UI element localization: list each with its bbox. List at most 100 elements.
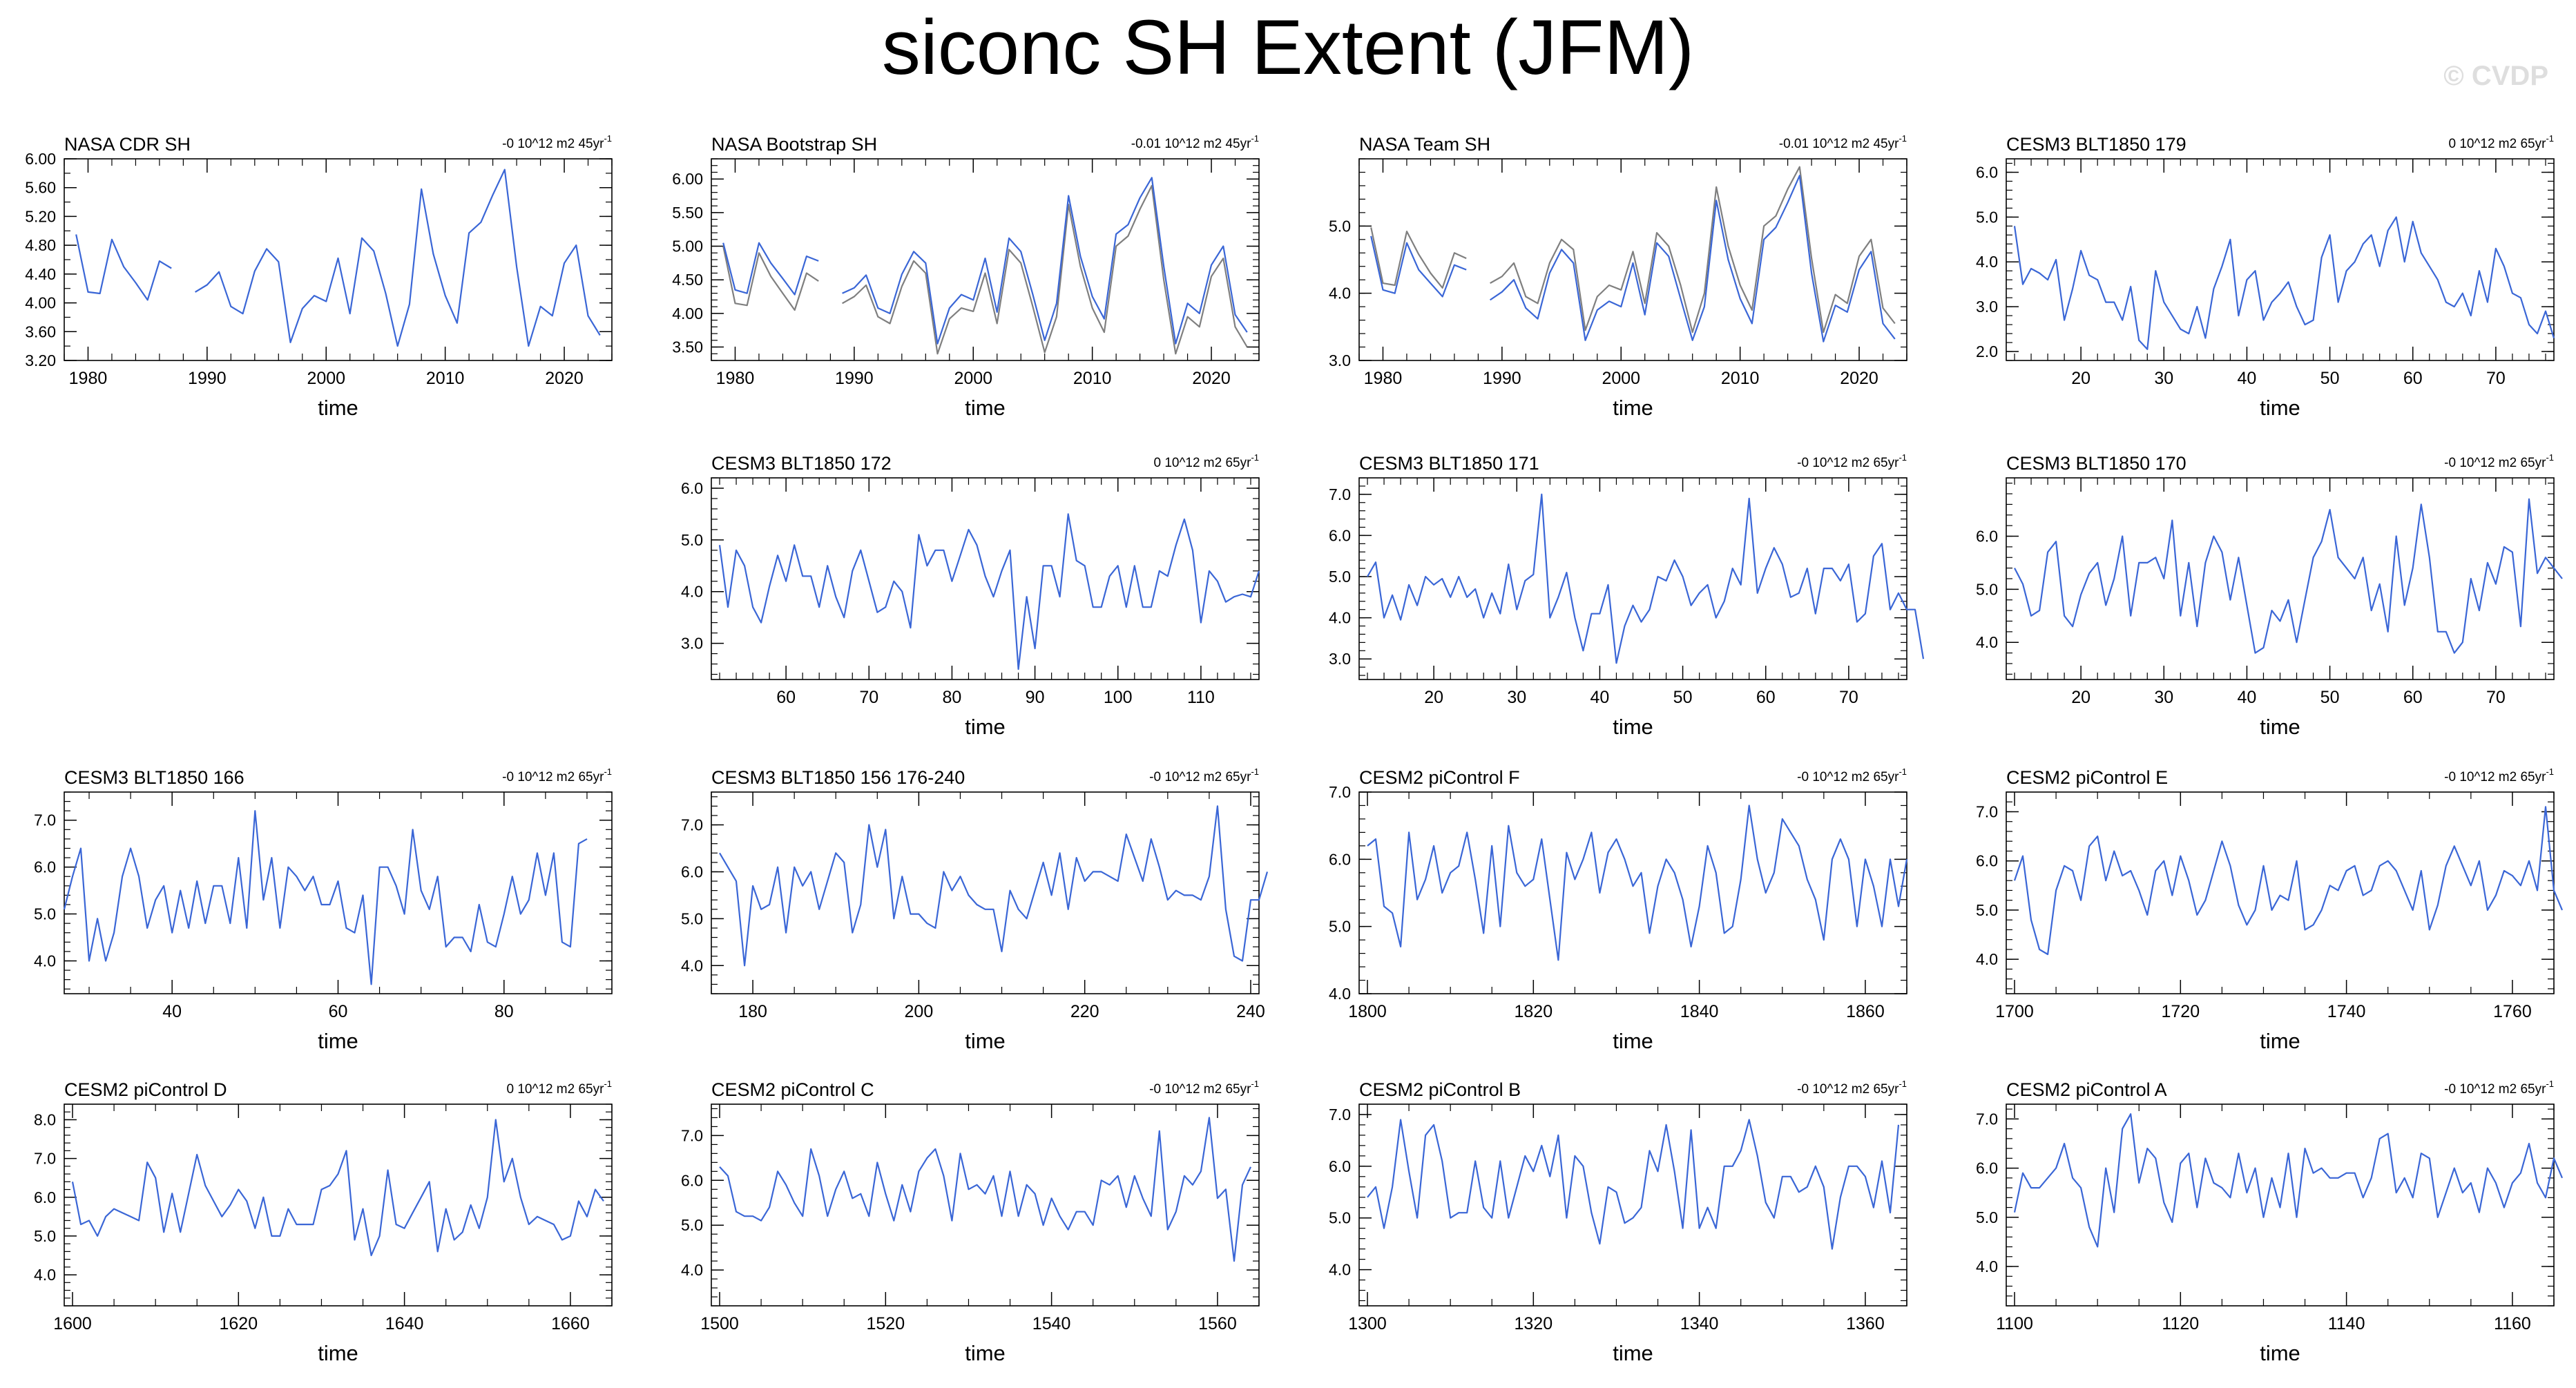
y-tick-label: 3.0 — [1329, 650, 1351, 668]
y-tick-label: 7.0 — [1976, 802, 1998, 820]
y-tick-label: 8.0 — [34, 1110, 56, 1128]
x-tick-label: 2020 — [545, 369, 584, 388]
y-tick-label: 6.00 — [25, 150, 56, 168]
x-tick-label: 80 — [494, 1002, 514, 1021]
x-tick-label: 1500 — [700, 1314, 739, 1333]
chart-title: NASA Bootstrap SH — [711, 134, 877, 155]
plot-frame — [711, 477, 1260, 680]
x-axis-label: time — [2260, 715, 2300, 739]
trend-exponent: -1 — [2546, 452, 2554, 463]
trend-text: -0 10^12 m2 65yr — [1797, 456, 1899, 470]
y-tick-label: 7.0 — [681, 816, 703, 834]
x-tick-label: 180 — [738, 1002, 767, 1021]
x-tick-label: 20 — [2071, 369, 2090, 388]
chart-panel: CESM2 piControl A -0 10^12 m2 65yr-1 1100 1… — [1976, 1079, 2564, 1365]
chart-panel: CESM2 piControl C -0 10^12 m2 65yr-1 1500 1… — [681, 1079, 1260, 1365]
trend-text: -0 10^12 m2 65yr — [1149, 770, 1251, 784]
x-tick-label: 30 — [2154, 369, 2173, 388]
y-tick-label: 6.0 — [34, 1188, 56, 1206]
series-line — [842, 177, 1248, 345]
chart-panel: CESM3 BLT1850 179 0 10^12 m2 65yr-1 20 30 40… — [1976, 133, 2555, 420]
x-axis-label: time — [318, 396, 358, 420]
trend-text: -0 10^12 m2 65yr — [1797, 1082, 1899, 1097]
series-line — [719, 1117, 1251, 1262]
y-tick-label: 2.0 — [1976, 343, 1998, 360]
plot-frame — [711, 1103, 1260, 1307]
x-tick-label: 70 — [859, 688, 878, 707]
trend-label: -0 10^12 m2 65yr-1 — [2444, 767, 2554, 784]
series-line — [1489, 175, 1896, 343]
y-tick-label: 6.0 — [1976, 852, 1998, 870]
y-tick-label: 6.0 — [681, 862, 703, 880]
trend-text: -0 10^12 m2 65yr — [502, 770, 604, 784]
trend-label: -0 10^12 m2 65yr-1 — [1797, 452, 1907, 470]
y-tick-label: 4.0 — [681, 956, 703, 974]
x-tick-label: 60 — [776, 688, 796, 707]
x-tick-label: 1700 — [1995, 1002, 2034, 1021]
chart-panel: CESM3 BLT1850 166 -0 10^12 m2 65yr-1 40 60 8… — [34, 767, 613, 1053]
chart-title: CESM2 piControl F — [1359, 767, 1520, 788]
y-tick-label: 4.0 — [681, 583, 703, 601]
y-tick-label: 5.0 — [34, 905, 56, 923]
trend-text: 0 10^12 m2 65yr — [2448, 137, 2546, 151]
plot-frame — [711, 791, 1260, 994]
x-tick-label: 60 — [2403, 369, 2423, 388]
x-tick-label: 1980 — [69, 369, 108, 388]
y-tick-label: 5.50 — [672, 204, 703, 222]
y-tick-label: 7.0 — [1329, 1106, 1351, 1124]
x-tick-label: 2000 — [1602, 369, 1640, 388]
trend-label: -0 10^12 m2 65yr-1 — [2444, 1079, 2554, 1097]
chart-title: CESM3 BLT1850 179 — [2006, 134, 2186, 155]
x-tick-label: 50 — [2320, 369, 2340, 388]
chart-title: CESM2 piControl A — [2006, 1079, 2167, 1100]
x-tick-label: 1760 — [2493, 1002, 2532, 1021]
x-tick-label: 90 — [1026, 688, 1045, 707]
series-line-secondary — [722, 246, 819, 311]
trend-label: -0.01 10^12 m2 45yr-1 — [1779, 133, 1907, 151]
x-tick-label: 1990 — [1483, 369, 1521, 388]
trend-label: 0 10^12 m2 65yr-1 — [1153, 452, 1259, 470]
y-tick-label: 6.0 — [34, 858, 56, 876]
chart-title: CESM2 piControl D — [64, 1079, 227, 1100]
series-line — [1367, 1119, 1900, 1250]
trend-exponent: -1 — [2546, 767, 2554, 777]
x-tick-label: 70 — [1839, 688, 1858, 707]
watermark: © CVDP — [2443, 61, 2548, 91]
x-tick-label: 1820 — [1515, 1002, 1553, 1021]
chart-panel: CESM3 BLT1850 170 -0 10^12 m2 65yr-1 20 30 4… — [1976, 452, 2563, 739]
trend-exponent: -1 — [1251, 767, 1259, 777]
y-tick-label: 6.0 — [681, 479, 703, 497]
y-tick-label: 6.0 — [1329, 526, 1351, 544]
y-tick-label: 5.0 — [1329, 1209, 1351, 1227]
trend-exponent: -1 — [1899, 133, 1907, 144]
chart-panel: CESM2 piControl B -0 10^12 m2 65yr-1 1300 1… — [1329, 1079, 1907, 1365]
x-tick-label: 220 — [1070, 1002, 1099, 1021]
plot-frame — [2006, 791, 2555, 994]
x-tick-label: 40 — [2238, 688, 2257, 707]
trend-exponent: -1 — [1899, 1079, 1907, 1089]
trend-label: -0 10^12 m2 65yr-1 — [1149, 1079, 1259, 1097]
trend-text: 0 10^12 m2 65yr — [1153, 456, 1251, 470]
chart-title: CESM3 BLT1850 166 — [64, 767, 244, 788]
trend-exponent: -1 — [604, 1079, 612, 1089]
y-tick-label: 5.0 — [681, 531, 703, 549]
x-axis-label: time — [965, 715, 1006, 739]
x-tick-label: 2010 — [426, 369, 465, 388]
trend-label: 0 10^12 m2 65yr-1 — [2448, 133, 2554, 151]
y-tick-label: 3.20 — [25, 351, 56, 369]
plot-frame — [2006, 1103, 2555, 1307]
series-line — [63, 810, 588, 985]
chart-panel: NASA Team SH -0.01 10^12 m2 45yr-1 1980 199… — [1329, 133, 1907, 420]
series-line — [2014, 498, 2563, 654]
y-tick-label: 4.0 — [1329, 985, 1351, 1003]
series-line — [2013, 806, 2564, 956]
series-line — [2013, 1113, 2564, 1248]
x-axis-label: time — [2260, 1341, 2300, 1365]
trend-text: -0 10^12 m2 45yr — [502, 137, 604, 151]
series-line-secondary — [1490, 166, 1896, 334]
x-tick-label: 1360 — [1846, 1314, 1885, 1333]
x-tick-label: 1160 — [2494, 1314, 2531, 1333]
y-tick-label: 7.0 — [34, 811, 56, 829]
y-tick-label: 6.0 — [1329, 1157, 1351, 1175]
